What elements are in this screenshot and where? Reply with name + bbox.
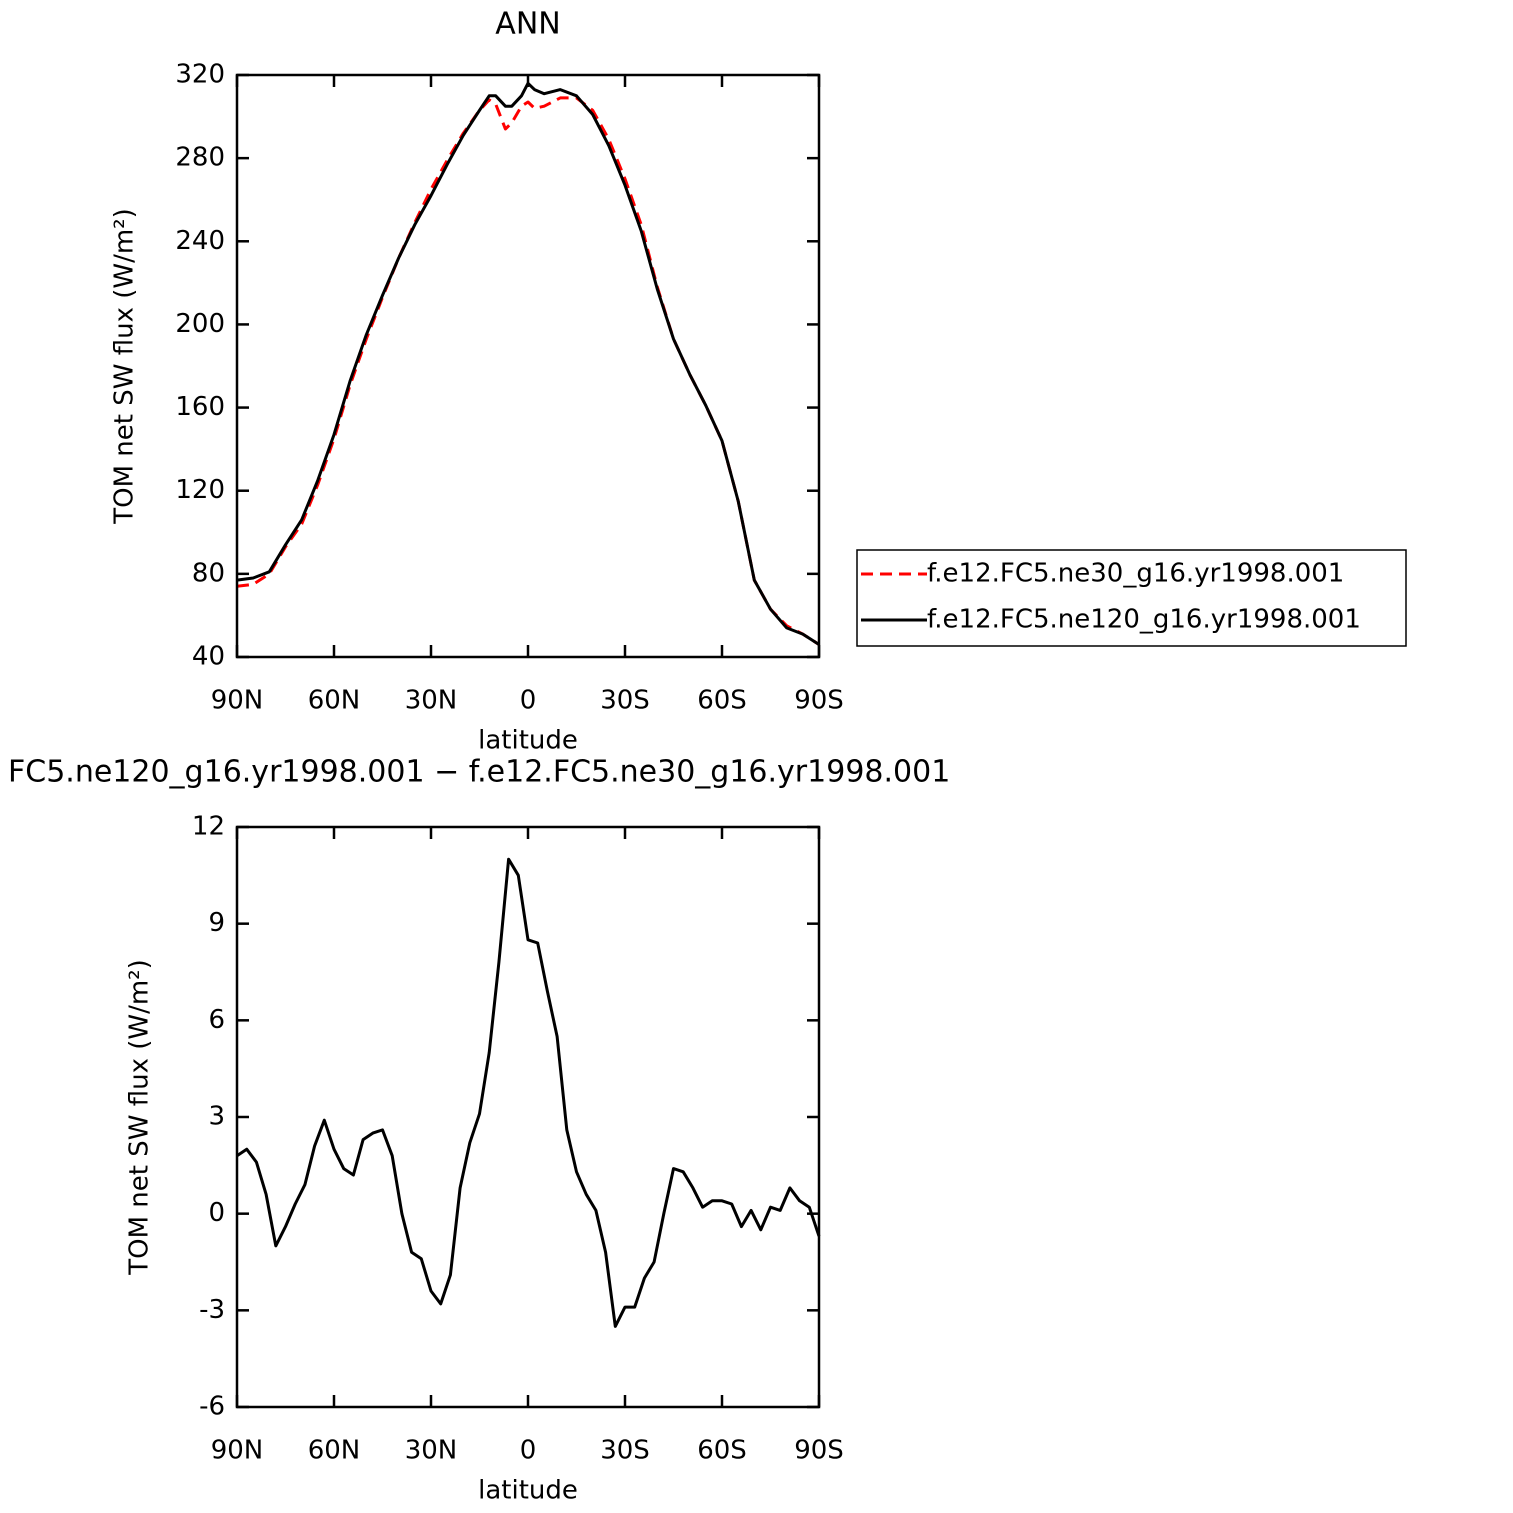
legend-label: f.e12.FC5.ne120_g16.yr1998.001 [927, 605, 1361, 635]
data-line [236, 81, 820, 646]
x-tick-label: 30S [600, 686, 650, 716]
y-tick-label: -6 [199, 1392, 225, 1422]
y-axis-label: TOM net SW flux (W/m²) [125, 959, 155, 1275]
plot-frame [235, 73, 821, 659]
y-tick-label: 40 [192, 642, 225, 672]
x-axis-label: latitude [478, 1476, 578, 1506]
y-tick-label: 200 [175, 309, 225, 339]
legend-label: f.e12.FC5.ne30_g16.yr1998.001 [927, 559, 1344, 589]
y-tick-label: 320 [175, 60, 225, 90]
x-tick-label: 90S [794, 686, 844, 716]
y-tick-label: 240 [175, 226, 225, 256]
y-tick-label: 3 [208, 1102, 225, 1132]
data-line [236, 96, 820, 646]
y-tick-label: -3 [199, 1295, 225, 1325]
y-tick-label: 80 [192, 558, 225, 588]
y-tick-label: 12 [192, 812, 225, 842]
x-axis-label: latitude [478, 726, 578, 756]
y-tick-label: 160 [175, 392, 225, 422]
plot-frame [235, 825, 821, 1409]
y-axis-label: TOM net SW flux (W/m²) [110, 208, 140, 524]
legend: f.e12.FC5.ne30_g16.yr1998.001 f.e12.FC5.n… [856, 549, 1407, 647]
chart-title: FC5.ne120_g16.yr1998.001 − f.e12.FC5.ne3… [8, 755, 950, 790]
x-tick-label: 30N [405, 1436, 458, 1466]
x-tick-label: 0 [520, 686, 537, 716]
x-tick-label: 60N [308, 686, 361, 716]
x-tick-label: 90N [211, 686, 264, 716]
legend-box [856, 549, 1407, 647]
x-tick-label: 60S [697, 1436, 747, 1466]
x-tick-label: 60N [308, 1436, 361, 1466]
y-tick-label: 120 [175, 475, 225, 505]
chart-title: ANN [495, 7, 560, 42]
x-tick-label: 30S [600, 1436, 650, 1466]
x-tick-label: 90N [211, 1436, 264, 1466]
data-line [236, 857, 821, 1328]
x-tick-label: 0 [520, 1436, 537, 1466]
x-tick-label: 90S [794, 1436, 844, 1466]
y-tick-label: 6 [208, 1005, 225, 1035]
y-tick-label: 280 [175, 143, 225, 173]
y-tick-label: 0 [208, 1198, 225, 1228]
x-tick-label: 30N [405, 686, 458, 716]
y-tick-label: 9 [208, 908, 225, 938]
x-tick-label: 60S [697, 686, 747, 716]
